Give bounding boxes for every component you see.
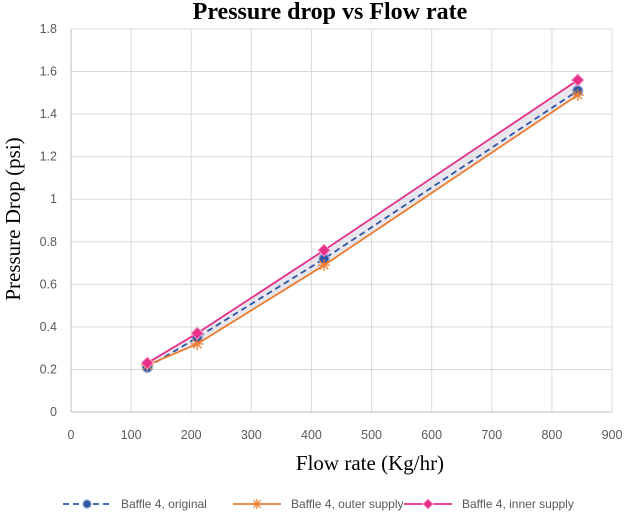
data-point-diamond xyxy=(422,498,434,510)
y-axis-title: Pressure Drop (psi) xyxy=(1,137,25,300)
x-tick-label: 800 xyxy=(541,428,562,442)
x-tick-label: 500 xyxy=(361,428,382,442)
series-layer xyxy=(140,73,585,373)
series-asterisk xyxy=(141,88,584,372)
data-point-circle xyxy=(82,499,92,509)
legend-item: Baffle 4, outer supply xyxy=(233,497,404,511)
series-line xyxy=(146,89,579,369)
legend-label: Baffle 4, original xyxy=(121,497,207,511)
legend-label: Baffle 4, outer supply xyxy=(291,497,404,511)
data-point-diamond xyxy=(571,73,585,87)
data-point-asterisk xyxy=(571,88,584,101)
y-tick-label: 0.6 xyxy=(40,277,57,291)
series-diamond xyxy=(140,73,585,370)
series-line xyxy=(146,79,579,364)
x-tick-label: 900 xyxy=(602,428,623,442)
y-tick-label: 1.8 xyxy=(40,22,57,36)
tick-labels: 0 0.2 0.4 0.6 0.8 1 1.2 1.4 1.6 1.8 0 100 200 300 400 5… xyxy=(40,22,623,442)
chart-title: Pressure drop vs Flow rate xyxy=(193,0,468,25)
y-tick-label: 0 xyxy=(50,405,57,419)
legend-item: Baffle 4, original xyxy=(63,497,207,511)
y-tick-label: 1.2 xyxy=(40,150,57,164)
legend-label: Baffle 4, inner supply xyxy=(462,497,574,511)
y-tick-label: 1 xyxy=(50,192,57,206)
x-tick-label: 300 xyxy=(241,428,262,442)
y-tick-label: 0.4 xyxy=(40,320,57,334)
data-point-asterisk xyxy=(191,337,204,350)
legend-item: Baffle 4, inner supply xyxy=(404,497,574,511)
x-tick-label: 600 xyxy=(421,428,442,442)
grid-layer xyxy=(70,28,613,413)
x-tick-label: 700 xyxy=(481,428,502,442)
y-tick-label: 0.8 xyxy=(40,235,57,249)
x-axis-title: Flow rate (Kg/hr) xyxy=(296,451,444,475)
data-point-diamond xyxy=(190,326,204,340)
data-point-diamond xyxy=(317,243,331,257)
x-tick-label: 200 xyxy=(181,428,202,442)
x-tick-label: 400 xyxy=(301,428,322,442)
legend: Baffle 4, original Baffle 4, outer supply… xyxy=(63,497,574,511)
x-tick-label: 0 xyxy=(68,428,75,442)
y-tick-label: 1.6 xyxy=(40,65,57,79)
data-point-asterisk xyxy=(318,259,331,272)
data-point-asterisk xyxy=(252,499,262,509)
data-point-diamond xyxy=(140,356,155,370)
series-line xyxy=(146,94,579,367)
x-tick-label: 100 xyxy=(121,428,142,442)
y-tick-label: 0.2 xyxy=(40,362,57,376)
y-tick-label: 1.4 xyxy=(40,107,57,121)
